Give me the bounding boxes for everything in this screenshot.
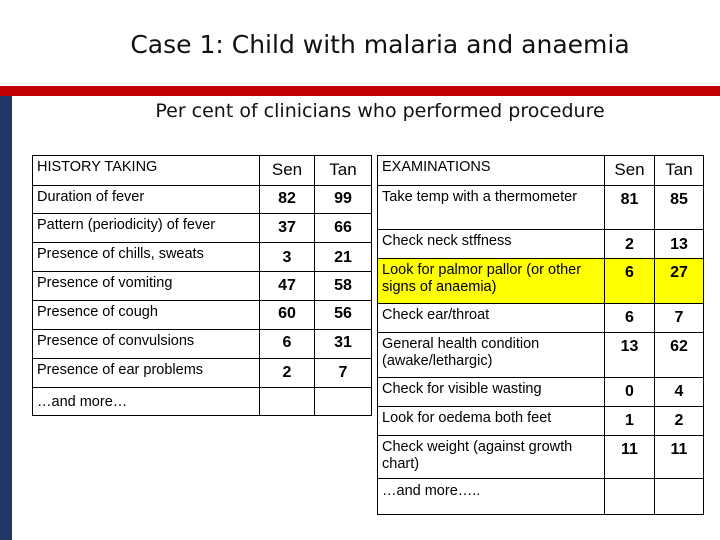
exams-row-label: General health condition (awake/lethargi… [377, 332, 605, 378]
exams-row-tan: 11 [654, 435, 704, 479]
history-row-tan: 31 [314, 329, 372, 359]
table-row-highlighted: Look for palmor pallor (or other signs o… [377, 258, 704, 304]
table-row: Presence of ear problems 2 7 [32, 358, 372, 388]
exams-row-sen: 81 [604, 185, 655, 230]
table-header-row: EXAMINATIONS Sen Tan [377, 155, 704, 186]
table-row: Presence of vomiting 47 58 [32, 271, 372, 301]
history-row-tan: 7 [314, 358, 372, 388]
history-more-text: …and more… [32, 387, 260, 416]
exams-more-text: …and more….. [377, 478, 605, 515]
exams-row-tan: 7 [654, 303, 704, 333]
exams-row-tan: 85 [654, 185, 704, 230]
history-row-label: Duration of fever [32, 185, 260, 214]
exams-header-tan: Tan [654, 155, 704, 186]
table-row: Check for visible wasting 0 4 [377, 377, 704, 407]
exams-row-tan: 13 [654, 229, 704, 259]
history-row-label: Presence of cough [32, 300, 260, 330]
exams-row-sen: 13 [604, 332, 655, 378]
exams-row-label: Check neck stffness [377, 229, 605, 259]
exams-row-tan: 27 [654, 258, 704, 304]
history-header-sen: Sen [259, 155, 315, 186]
page-subtitle: Per cent of clinicians who performed pro… [155, 100, 605, 122]
exams-row-label: Check weight (against growth chart) [377, 435, 605, 479]
exams-empty-cell [654, 478, 704, 515]
history-taking-table: HISTORY TAKING Sen Tan Duration of fever… [32, 155, 372, 416]
page-title: Case 1: Child with malaria and anaemia [130, 30, 630, 59]
history-header-label: HISTORY TAKING [32, 155, 260, 186]
exams-row-label: Check for visible wasting [377, 377, 605, 407]
exams-row-sen: 6 [604, 303, 655, 333]
table-row: Take temp with a thermometer 81 85 [377, 185, 704, 230]
history-row-sen: 2 [259, 358, 315, 388]
history-row-label: Presence of vomiting [32, 271, 260, 301]
table-row: Check weight (against growth chart) 11 1… [377, 435, 704, 479]
history-row-tan: 58 [314, 271, 372, 301]
exams-row-sen: 0 [604, 377, 655, 407]
table-row: Check ear/throat 6 7 [377, 303, 704, 333]
history-row-tan: 66 [314, 213, 372, 243]
exams-row-tan: 4 [654, 377, 704, 407]
history-row-tan: 56 [314, 300, 372, 330]
history-row-tan: 99 [314, 185, 372, 214]
history-row-label: Pattern (periodicity) of fever [32, 213, 260, 243]
exams-row-sen: 2 [604, 229, 655, 259]
table-row: Check neck stffness 2 13 [377, 229, 704, 259]
history-row-label: Presence of ear problems [32, 358, 260, 388]
table-header-row: HISTORY TAKING Sen Tan [32, 155, 372, 186]
history-row-sen: 47 [259, 271, 315, 301]
table-row: Presence of convulsions 6 31 [32, 329, 372, 359]
examinations-table: EXAMINATIONS Sen Tan Take temp with a th… [377, 155, 704, 515]
exams-row-sen: 1 [604, 406, 655, 436]
history-row-sen: 37 [259, 213, 315, 243]
exams-empty-cell [604, 478, 655, 515]
exams-row-tan: 2 [654, 406, 704, 436]
table-row: Presence of chills, sweats 3 21 [32, 242, 372, 272]
history-row-label: Presence of chills, sweats [32, 242, 260, 272]
exams-row-label: Look for palmor pallor (or other signs o… [377, 258, 605, 304]
history-header-tan: Tan [314, 155, 372, 186]
table-row: Pattern (periodicity) of fever 37 66 [32, 213, 372, 243]
table-row: …and more… [32, 387, 372, 416]
exams-row-tan: 62 [654, 332, 704, 378]
table-row: Look for oedema both feet 1 2 [377, 406, 704, 436]
left-accent-bar [0, 96, 12, 540]
history-row-sen: 3 [259, 242, 315, 272]
table-row: Presence of cough 60 56 [32, 300, 372, 330]
history-empty-cell [314, 387, 372, 416]
exams-header-label: EXAMINATIONS [377, 155, 605, 186]
history-row-sen: 60 [259, 300, 315, 330]
table-row: General health condition (awake/lethargi… [377, 332, 704, 378]
top-accent-bar [0, 86, 720, 96]
history-row-tan: 21 [314, 242, 372, 272]
table-row: …and more….. [377, 478, 704, 515]
history-empty-cell [259, 387, 315, 416]
history-row-sen: 82 [259, 185, 315, 214]
history-row-label: Presence of convulsions [32, 329, 260, 359]
exams-row-label: Look for oedema both feet [377, 406, 605, 436]
exams-header-sen: Sen [604, 155, 655, 186]
table-row: Duration of fever 82 99 [32, 185, 372, 214]
exams-row-sen: 11 [604, 435, 655, 479]
history-row-sen: 6 [259, 329, 315, 359]
exams-row-sen: 6 [604, 258, 655, 304]
exams-row-label: Check ear/throat [377, 303, 605, 333]
exams-row-label: Take temp with a thermometer [377, 185, 605, 230]
